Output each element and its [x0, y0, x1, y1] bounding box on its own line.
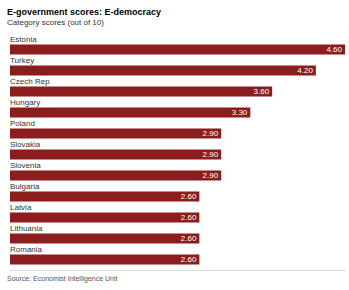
- svg-text:2.90: 2.90: [203, 171, 219, 180]
- svg-text:E-government scores: E-democra: E-government scores: E-democracy: [7, 7, 161, 17]
- svg-text:Poland: Poland: [10, 119, 35, 128]
- svg-text:2.60: 2.60: [181, 234, 197, 243]
- svg-text:Romania: Romania: [10, 245, 43, 254]
- svg-text:Estonia: Estonia: [10, 35, 37, 44]
- svg-text:Czech Rep: Czech Rep: [10, 77, 50, 86]
- svg-text:2.60: 2.60: [181, 213, 197, 222]
- svg-text:Source: Economist Intelligence: Source: Economist Intelligence Unit: [7, 275, 118, 283]
- svg-text:Bulgaria: Bulgaria: [10, 182, 40, 191]
- svg-text:4.20: 4.20: [297, 66, 313, 75]
- svg-text:2.60: 2.60: [181, 192, 197, 201]
- svg-text:Slovenia: Slovenia: [10, 161, 41, 170]
- svg-text:3.60: 3.60: [254, 87, 270, 96]
- svg-text:Hungary: Hungary: [10, 98, 40, 107]
- svg-text:Latvia: Latvia: [10, 203, 32, 212]
- svg-text:Lithuania: Lithuania: [10, 224, 43, 233]
- svg-text:2.90: 2.90: [203, 150, 219, 159]
- svg-text:2.60: 2.60: [181, 255, 197, 264]
- svg-text:Category scores (out of 10): Category scores (out of 10): [7, 18, 104, 27]
- svg-text:Turkey: Turkey: [10, 56, 34, 65]
- svg-text:Slovakia: Slovakia: [10, 140, 41, 149]
- svg-text:3.30: 3.30: [232, 108, 248, 117]
- svg-text:4.60: 4.60: [326, 45, 342, 54]
- svg-text:2.90: 2.90: [203, 129, 219, 138]
